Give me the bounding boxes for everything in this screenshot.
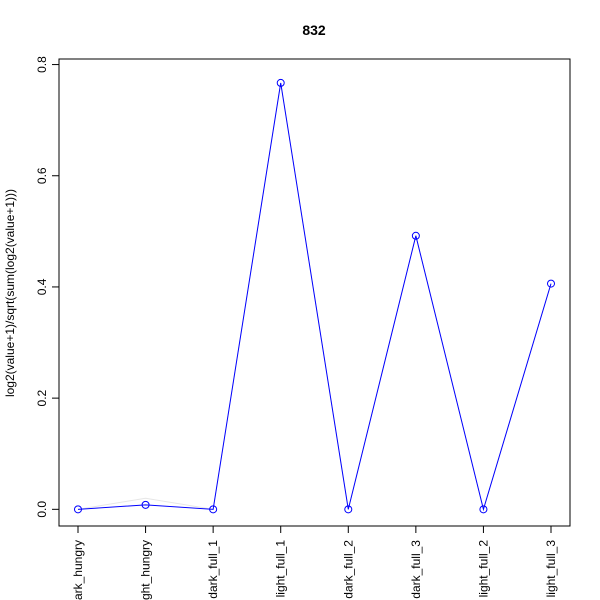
y-tick-label: 0.4 <box>35 278 49 295</box>
data-point <box>141 500 150 509</box>
y-axis: 0.0 0.2 0.4 0.6 0.8 <box>35 56 59 518</box>
x-tick-label: light_full_3 <box>544 540 558 598</box>
x-tick-label: dark_full_2 <box>341 540 355 599</box>
data-point <box>479 505 488 514</box>
series-line <box>77 82 552 512</box>
data-point <box>547 279 555 288</box>
y-tick-label: 0.2 <box>35 389 49 406</box>
data-point <box>411 231 420 240</box>
y-tick-label: 0.8 <box>35 56 49 73</box>
plot-frame <box>58 58 571 527</box>
y-tick-label: 0.6 <box>35 167 49 184</box>
chart-title: 832 <box>302 22 326 38</box>
x-tick-label: dark_full_3 <box>409 540 423 599</box>
data-point <box>344 505 353 514</box>
data-point <box>74 505 82 514</box>
x-axis: dark_hungry light_hungry dark_full_1 light_… <box>71 526 558 600</box>
x-tick-label: light_full_1 <box>274 540 288 598</box>
y-axis-label: log2(value+1)/sqrt(sum(log2(value+1))) <box>3 189 17 397</box>
series-layer <box>74 78 555 514</box>
data-point <box>276 78 285 87</box>
x-tick-label: dark_hungry <box>71 540 85 600</box>
y-tick-label: 0.0 <box>35 501 49 518</box>
data-point <box>209 505 218 514</box>
x-tick-label: dark_full_1 <box>206 540 220 599</box>
x-tick-label: light_full_2 <box>476 540 490 598</box>
x-tick-label: light_hungry <box>139 540 153 600</box>
